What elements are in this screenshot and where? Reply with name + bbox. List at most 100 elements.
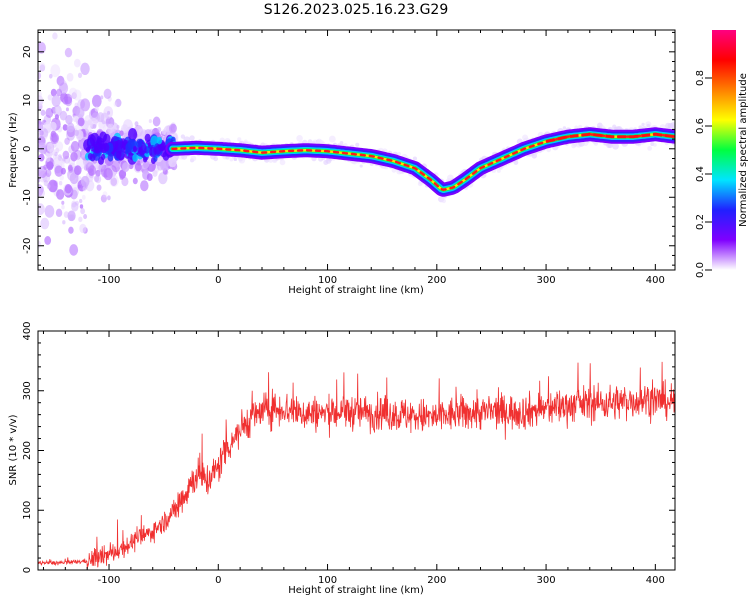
spectrogram-noise-blob bbox=[93, 175, 100, 183]
spectrogram-noise-blob bbox=[137, 161, 141, 166]
spectrogram-noise-blob bbox=[49, 148, 56, 156]
y-tick-label: 300 bbox=[22, 381, 33, 400]
spectrogram-noise-blob bbox=[50, 132, 59, 145]
spectrogram-halo-point bbox=[596, 122, 603, 129]
colorbar-title: Normalized spectral amplitude bbox=[738, 73, 749, 227]
spectrogram-noise-blob bbox=[106, 163, 112, 171]
spectrogram-noise-blob bbox=[82, 131, 90, 141]
spectrogram-noise-blob bbox=[142, 171, 150, 181]
spectrogram-halo-point bbox=[397, 151, 402, 156]
y-tick-label: 400 bbox=[22, 321, 33, 340]
spectrogram-noise-blob bbox=[53, 188, 60, 197]
spectrogram-noise-blob bbox=[39, 64, 46, 72]
spectrogram-noise-blob bbox=[71, 181, 78, 190]
spectrogram-noise-blob bbox=[38, 136, 47, 149]
spectrogram-noise-blob bbox=[40, 145, 47, 155]
spectrogram-noise-blob bbox=[153, 155, 158, 162]
spectrogram-noise-blob bbox=[140, 163, 149, 174]
colorbar: 0.0 0.2 0.4 0.6 0.8 Normalized spectral ampl… bbox=[695, 30, 749, 278]
spectrogram-y-ticks: -20 -10 0 10 20 bbox=[22, 31, 675, 266]
spectrogram-noise-blob bbox=[46, 161, 54, 171]
spectrogram-noise-blob bbox=[143, 160, 150, 169]
spectrogram-noise-blob bbox=[59, 174, 64, 181]
spectrogram-noise-blob bbox=[70, 152, 77, 162]
spectrogram-noise-blob bbox=[43, 179, 49, 187]
spectrogram-halo-point bbox=[653, 142, 657, 147]
spectrogram-noise-blob bbox=[100, 95, 104, 100]
spectrogram-noise-blob bbox=[38, 153, 45, 162]
spectrogram-noise-blob bbox=[51, 106, 57, 114]
spectrogram-noise-blob bbox=[151, 163, 160, 174]
spectrogram-noise-blob bbox=[68, 214, 74, 222]
spectrogram-halo-point bbox=[243, 139, 248, 144]
spectrogram-noise-blob bbox=[55, 147, 60, 154]
spectrogram-halo-point bbox=[531, 153, 537, 159]
y-tick-label: 200 bbox=[22, 441, 33, 460]
spectrogram-noise-blob bbox=[159, 159, 169, 171]
spectrogram-noise-blob bbox=[42, 172, 51, 183]
spectrogram-noise-blob bbox=[119, 174, 124, 180]
spectrogram-halo-point bbox=[307, 139, 313, 145]
spectrogram-noise-blob bbox=[38, 203, 45, 216]
spectrogram-noise-blob bbox=[162, 168, 168, 175]
spectrogram-noise-blob bbox=[55, 208, 63, 218]
spectrogram-noise-blob bbox=[96, 184, 102, 191]
spectrogram-noise-blob bbox=[91, 159, 100, 170]
spectrogram-noise-blob bbox=[44, 205, 55, 218]
spectrogram-noise-blob bbox=[38, 41, 46, 54]
spectrogram-noise-blob bbox=[49, 180, 58, 193]
spectrogram-noise-blob bbox=[43, 164, 48, 170]
spectrogram-noise-blob bbox=[137, 128, 146, 139]
spectrogram-noise-blob bbox=[75, 200, 80, 206]
spectrogram-noise-blob bbox=[71, 187, 79, 197]
spectrogram-noise-blob bbox=[43, 121, 52, 133]
colorbar-tick-label: 0.8 bbox=[695, 70, 706, 86]
y-tick-label: 0 bbox=[22, 146, 33, 152]
spectrogram-noise-blob bbox=[52, 32, 58, 40]
spectrogram-noise-blob bbox=[104, 171, 109, 177]
spectrogram-noise-blob bbox=[72, 113, 76, 118]
spectrogram-noise-blob bbox=[51, 134, 58, 143]
spectrogram-noise-blob bbox=[119, 127, 129, 139]
spectrogram-noise-blob bbox=[70, 151, 78, 162]
spectrogram-noise-blob bbox=[72, 105, 81, 116]
spectrogram-noise-blob bbox=[78, 216, 83, 223]
x-tick-label: -100 bbox=[98, 275, 121, 286]
colorbar-ticks: 0.0 0.2 0.4 0.6 0.8 bbox=[695, 70, 712, 278]
snr-y-axis-title: SNR (10 * v/v) bbox=[8, 414, 19, 485]
spectrogram-noise-blob bbox=[76, 130, 86, 143]
spectrogram-noise-blob bbox=[38, 240, 42, 249]
y-tick-label: 100 bbox=[22, 501, 33, 520]
spectrogram-halo-point bbox=[271, 157, 278, 164]
spectrogram-noise-blob bbox=[77, 99, 86, 110]
spectrogram-noise-blob bbox=[101, 120, 106, 125]
spectrogram-noise-blob bbox=[89, 163, 99, 175]
spectrogram-noise-blob bbox=[76, 156, 86, 170]
spectrogram-noise-blob bbox=[94, 106, 99, 112]
spectrogram-noise-blob bbox=[62, 220, 66, 225]
spectrogram-noise-blob bbox=[40, 109, 46, 116]
spectrogram-noise-blob bbox=[61, 204, 65, 210]
spectrogram-halo-point bbox=[279, 159, 286, 166]
spectrogram-halo-point bbox=[637, 142, 641, 147]
spectrogram-noise-blob bbox=[55, 141, 64, 152]
spectrogram-noise-blob bbox=[120, 160, 128, 170]
spectrogram-noise-blob bbox=[62, 124, 68, 131]
spectrogram-halo-point bbox=[316, 138, 322, 144]
spectrogram-noise-blob bbox=[59, 82, 69, 95]
spectrogram-halo-point bbox=[359, 164, 363, 168]
spectrogram-noise-blob bbox=[107, 172, 111, 178]
spectrogram-noise-blob bbox=[88, 176, 93, 182]
spectrogram-noise-blob bbox=[100, 194, 107, 203]
spectrogram-noise-blob bbox=[50, 88, 57, 97]
spectrogram-noise-blob bbox=[64, 96, 73, 107]
spectrogram-halo-point bbox=[268, 159, 273, 163]
spectrogram-noise-blob bbox=[64, 137, 70, 145]
spectrogram-noise-blob bbox=[161, 134, 166, 140]
spectrogram-noise-blob bbox=[121, 159, 126, 165]
spectrogram-noise-blob bbox=[90, 108, 99, 118]
spectrogram-noise-blob bbox=[45, 141, 55, 154]
spectrogram-noise-blob bbox=[85, 146, 91, 153]
spectrogram-noise-blob bbox=[132, 145, 138, 152]
spectrogram-noise-blob bbox=[41, 128, 49, 138]
